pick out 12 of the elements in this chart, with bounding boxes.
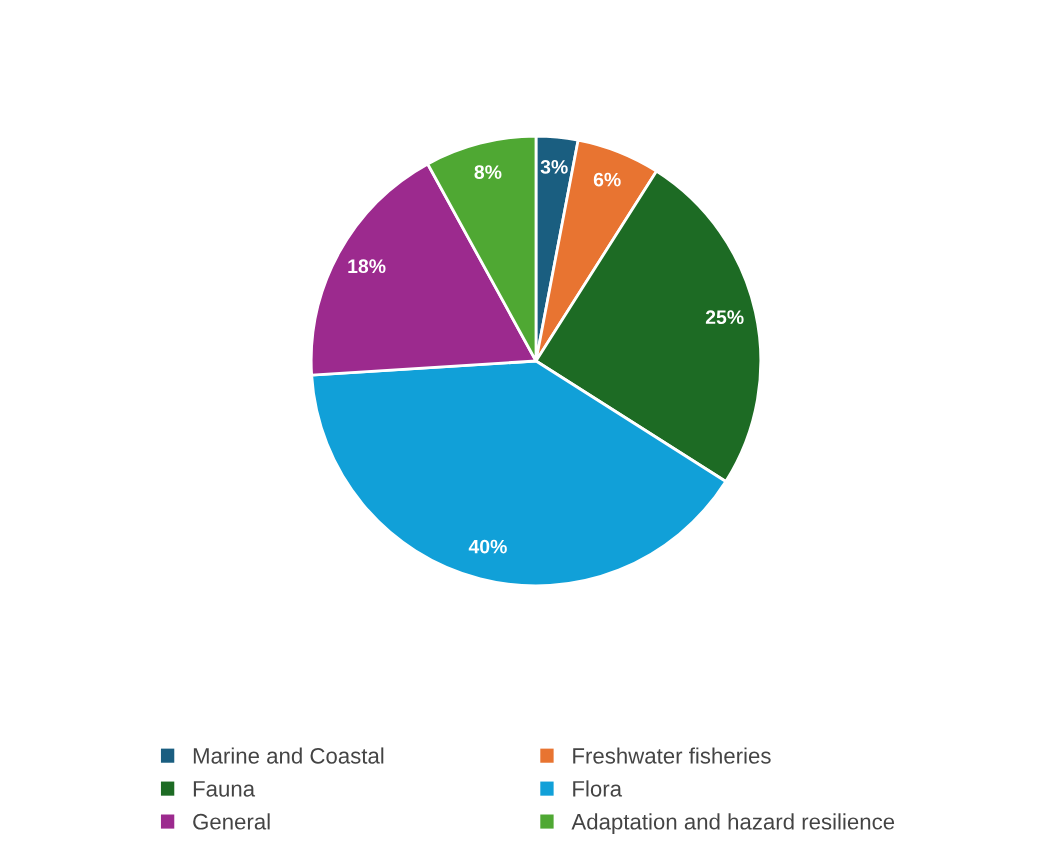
legend-label: General [193, 813, 270, 830]
legend-label: Marine and Coastal [193, 747, 384, 764]
data-label: 8% [474, 165, 502, 179]
data-label: 25% [705, 310, 744, 325]
legend-label: Freshwater fisheries [573, 747, 771, 764]
data-label: 18% [348, 259, 386, 274]
legend-label: Fauna [193, 781, 256, 797]
data-label: 6% [593, 172, 621, 187]
legend-label: Flora [573, 780, 623, 797]
data-label: 40% [468, 539, 507, 554]
legend-label: Adaptation and hazard resilience [571, 813, 895, 834]
data-label: 3% [540, 159, 568, 174]
